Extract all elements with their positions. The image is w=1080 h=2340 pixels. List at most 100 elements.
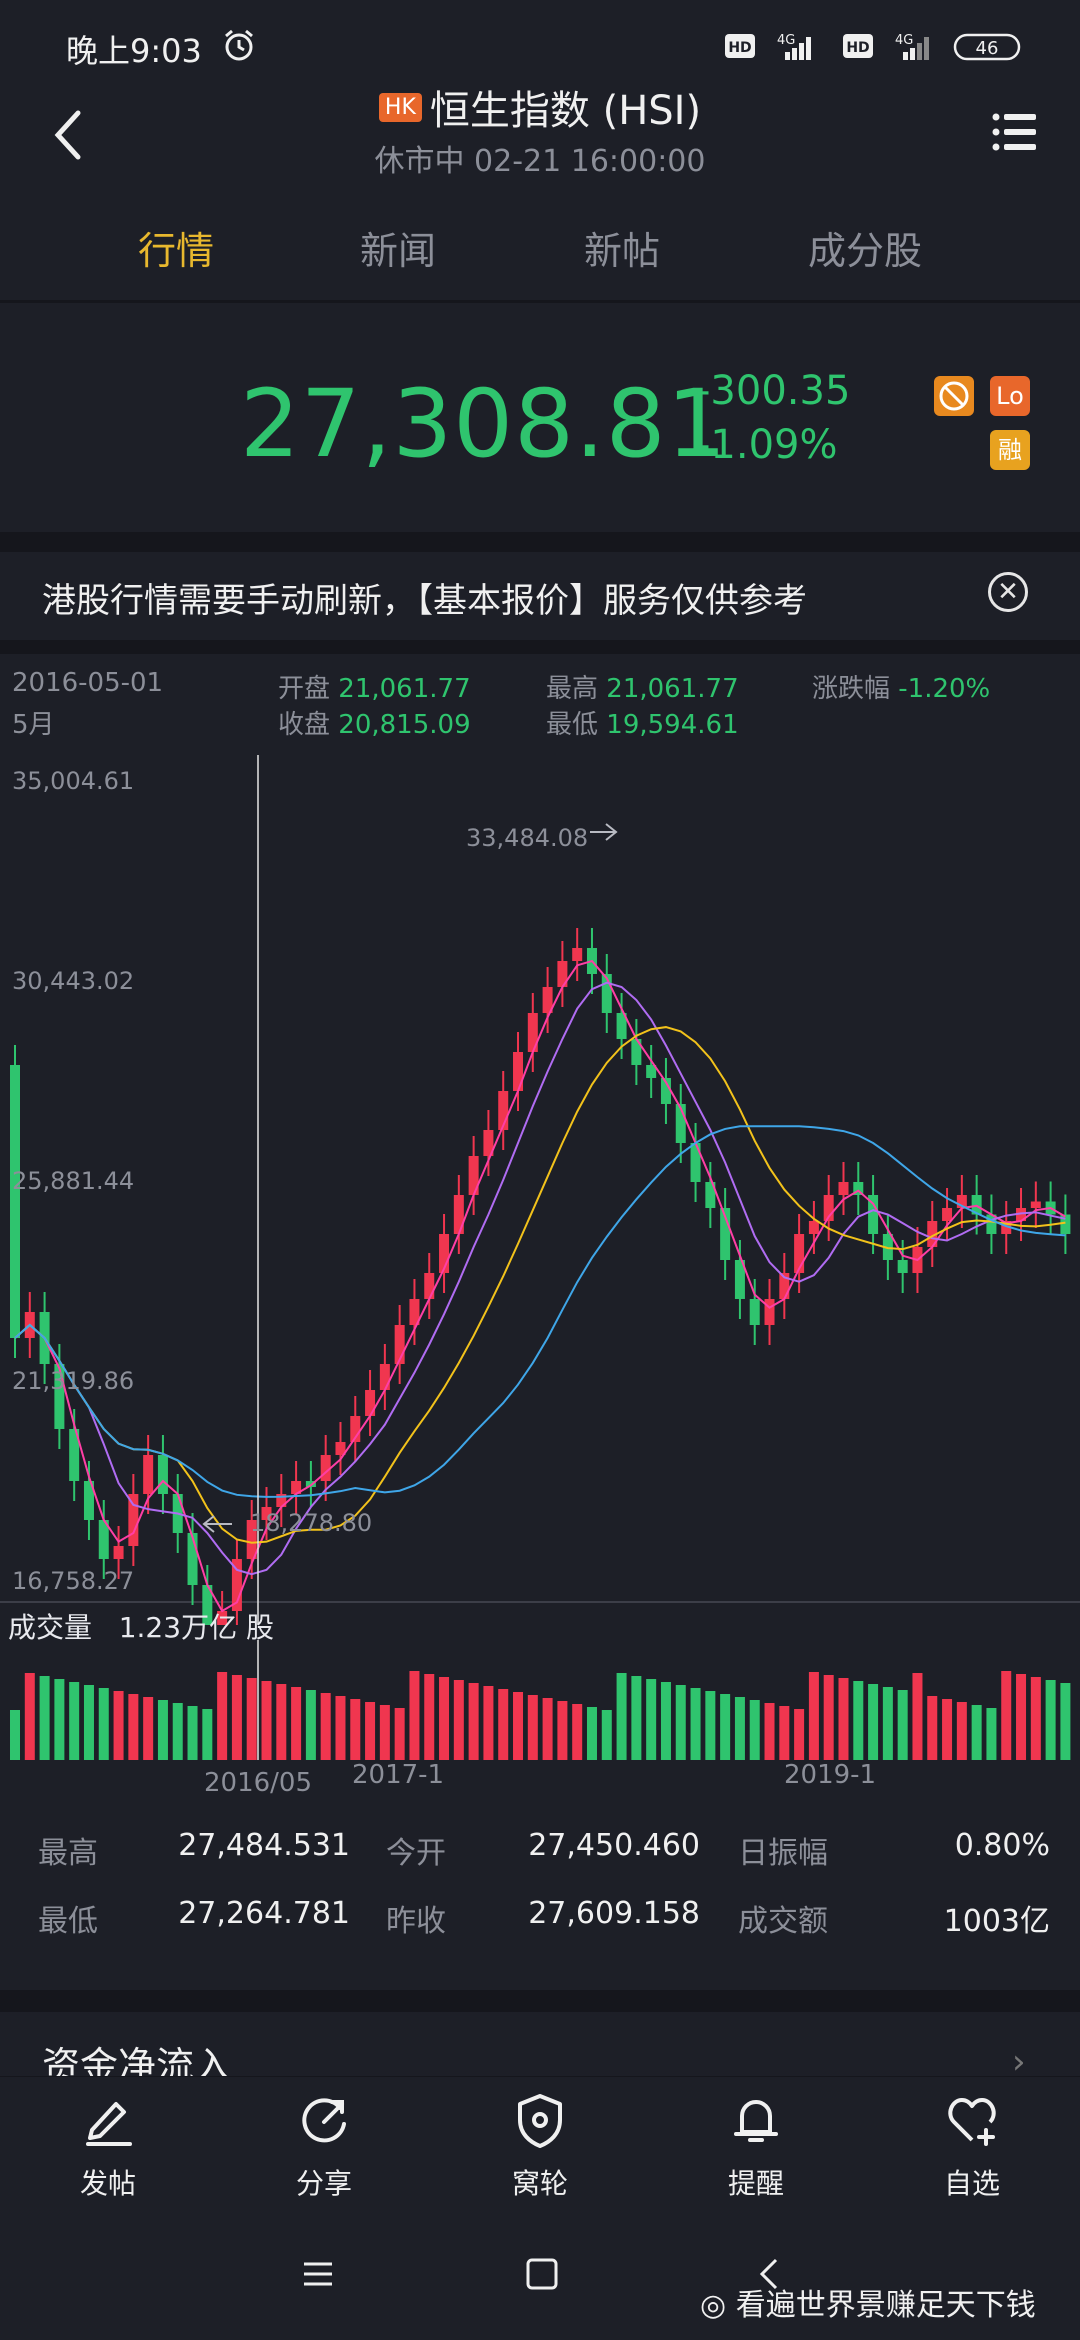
tab-quote[interactable]: 行情 (138, 229, 215, 273)
volume-bar (409, 1671, 420, 1760)
status-icons: HD 4G HD 4G 46 (725, 30, 1025, 68)
tab-constituents[interactable]: 成分股 (808, 229, 923, 273)
chevron-right-icon[interactable]: › (1012, 2042, 1026, 2082)
volume-bar (246, 1678, 257, 1760)
hd-icon: HD (843, 34, 873, 58)
alarm-icon (225, 29, 253, 61)
volume-bar (202, 1709, 213, 1760)
volume-bar (217, 1672, 228, 1760)
volume-bar (646, 1679, 657, 1760)
candle-change: 涨跌幅 -1.20% (812, 674, 991, 704)
candle (527, 1013, 538, 1052)
volume-bar (172, 1703, 183, 1760)
candle (424, 1273, 435, 1299)
volume-bar (527, 1695, 538, 1760)
market-badge: HK (378, 92, 422, 122)
volume-bar (498, 1689, 509, 1760)
shield-icon (518, 2094, 562, 2148)
candle (128, 1494, 139, 1546)
volume-bar (1001, 1671, 1012, 1760)
price-change-percent: -1.09% (696, 422, 838, 468)
alert-button[interactable]: 提醒 (696, 2090, 816, 2202)
heart-plus-icon (948, 2098, 996, 2146)
volume-bar (157, 1700, 168, 1760)
candle (808, 1221, 819, 1234)
candle (83, 1481, 94, 1520)
moving-average-line (14, 1125, 1066, 1498)
candle (98, 1520, 109, 1559)
volume-bar (927, 1696, 938, 1760)
volume-bar (350, 1699, 361, 1760)
list-menu-icon (992, 113, 1036, 151)
volume-bar (1030, 1677, 1041, 1760)
candle (69, 1429, 80, 1481)
margin-icon[interactable]: 融 (990, 430, 1030, 470)
max-label: 33,484.08 (466, 824, 588, 852)
candle (956, 1195, 967, 1208)
volume-bar (187, 1706, 198, 1760)
home-nav-icon[interactable] (522, 2254, 562, 2294)
status-time: 晚上9:03 (66, 32, 202, 70)
candle (1016, 1208, 1027, 1221)
tab-news[interactable]: 新闻 (360, 229, 437, 273)
watchlist-button[interactable]: 自选 (912, 2090, 1032, 2202)
price-change: -300.35 (696, 368, 851, 414)
volume-chart (10, 1640, 1071, 1760)
x-tick: 2017-1 (352, 1760, 445, 1790)
menu-nav-icon[interactable] (300, 2256, 336, 2292)
svg-text:HD: HD (728, 40, 751, 56)
candle-open: 开盘 21,061.77 (278, 674, 471, 704)
candle (734, 1260, 745, 1299)
stat-label-turnover: 成交额 (738, 1904, 828, 1939)
volume-bar (365, 1702, 376, 1760)
candle (942, 1208, 953, 1221)
y-tick: 35,004.61 (12, 767, 134, 795)
volume-bar (542, 1698, 553, 1760)
candle (986, 1214, 997, 1234)
candle (143, 1455, 154, 1494)
candle-date: 2016-05-01 (12, 668, 164, 698)
candle (202, 1585, 213, 1625)
menu-button[interactable] (992, 112, 1036, 152)
candle (779, 1273, 790, 1299)
volume-bar (513, 1692, 524, 1760)
kline-chart[interactable]: 35,004.61 30,443.02 25,881.44 21,319.86 … (0, 755, 1080, 1625)
stat-value-prev-close: 27,609.158 (528, 1896, 700, 1931)
volume-bar (557, 1701, 568, 1760)
candle (113, 1546, 124, 1559)
y-tick: 21,319.86 (12, 1367, 134, 1395)
candle (868, 1195, 879, 1234)
min-label: 18,278.80 (250, 1509, 372, 1537)
lo-icon[interactable]: Lo (990, 376, 1030, 416)
volume-bar (1045, 1680, 1056, 1760)
candle (705, 1182, 716, 1208)
volume-bar (764, 1703, 775, 1760)
x-tick: 2019-1 (784, 1760, 877, 1790)
candle (749, 1299, 760, 1325)
stat-value-low: 27,264.781 (178, 1896, 350, 1931)
no-short-icon[interactable] (934, 376, 974, 416)
stat-label-open: 今开 (386, 1836, 446, 1871)
back-button[interactable] (48, 105, 88, 165)
warrants-button[interactable]: 窝轮 (480, 2090, 600, 2202)
back-nav-icon[interactable] (750, 2254, 790, 2294)
volume-bar (1016, 1674, 1027, 1760)
tab-posts[interactable]: 新帖 (584, 229, 661, 273)
y-tick: 25,881.44 (12, 1167, 134, 1195)
stat-label-amplitude: 日振幅 (738, 1836, 828, 1871)
post-button[interactable]: 发帖 (48, 2090, 168, 2202)
volume-bar (749, 1700, 760, 1760)
close-circle-icon[interactable]: ✕ (988, 572, 1028, 612)
section-divider (0, 532, 1080, 552)
y-tick: 30,443.02 (12, 967, 134, 995)
svg-text:HD: HD (846, 40, 869, 56)
candle (646, 1065, 657, 1078)
candle (157, 1455, 168, 1494)
share-button[interactable]: 分享 (264, 2090, 384, 2202)
volume-bar (586, 1707, 597, 1760)
volume-bar (54, 1679, 65, 1760)
candle (853, 1182, 864, 1195)
candle (453, 1195, 464, 1234)
stat-value-turnover: 1003亿 (943, 1904, 1050, 1939)
volume-bar (956, 1702, 967, 1760)
